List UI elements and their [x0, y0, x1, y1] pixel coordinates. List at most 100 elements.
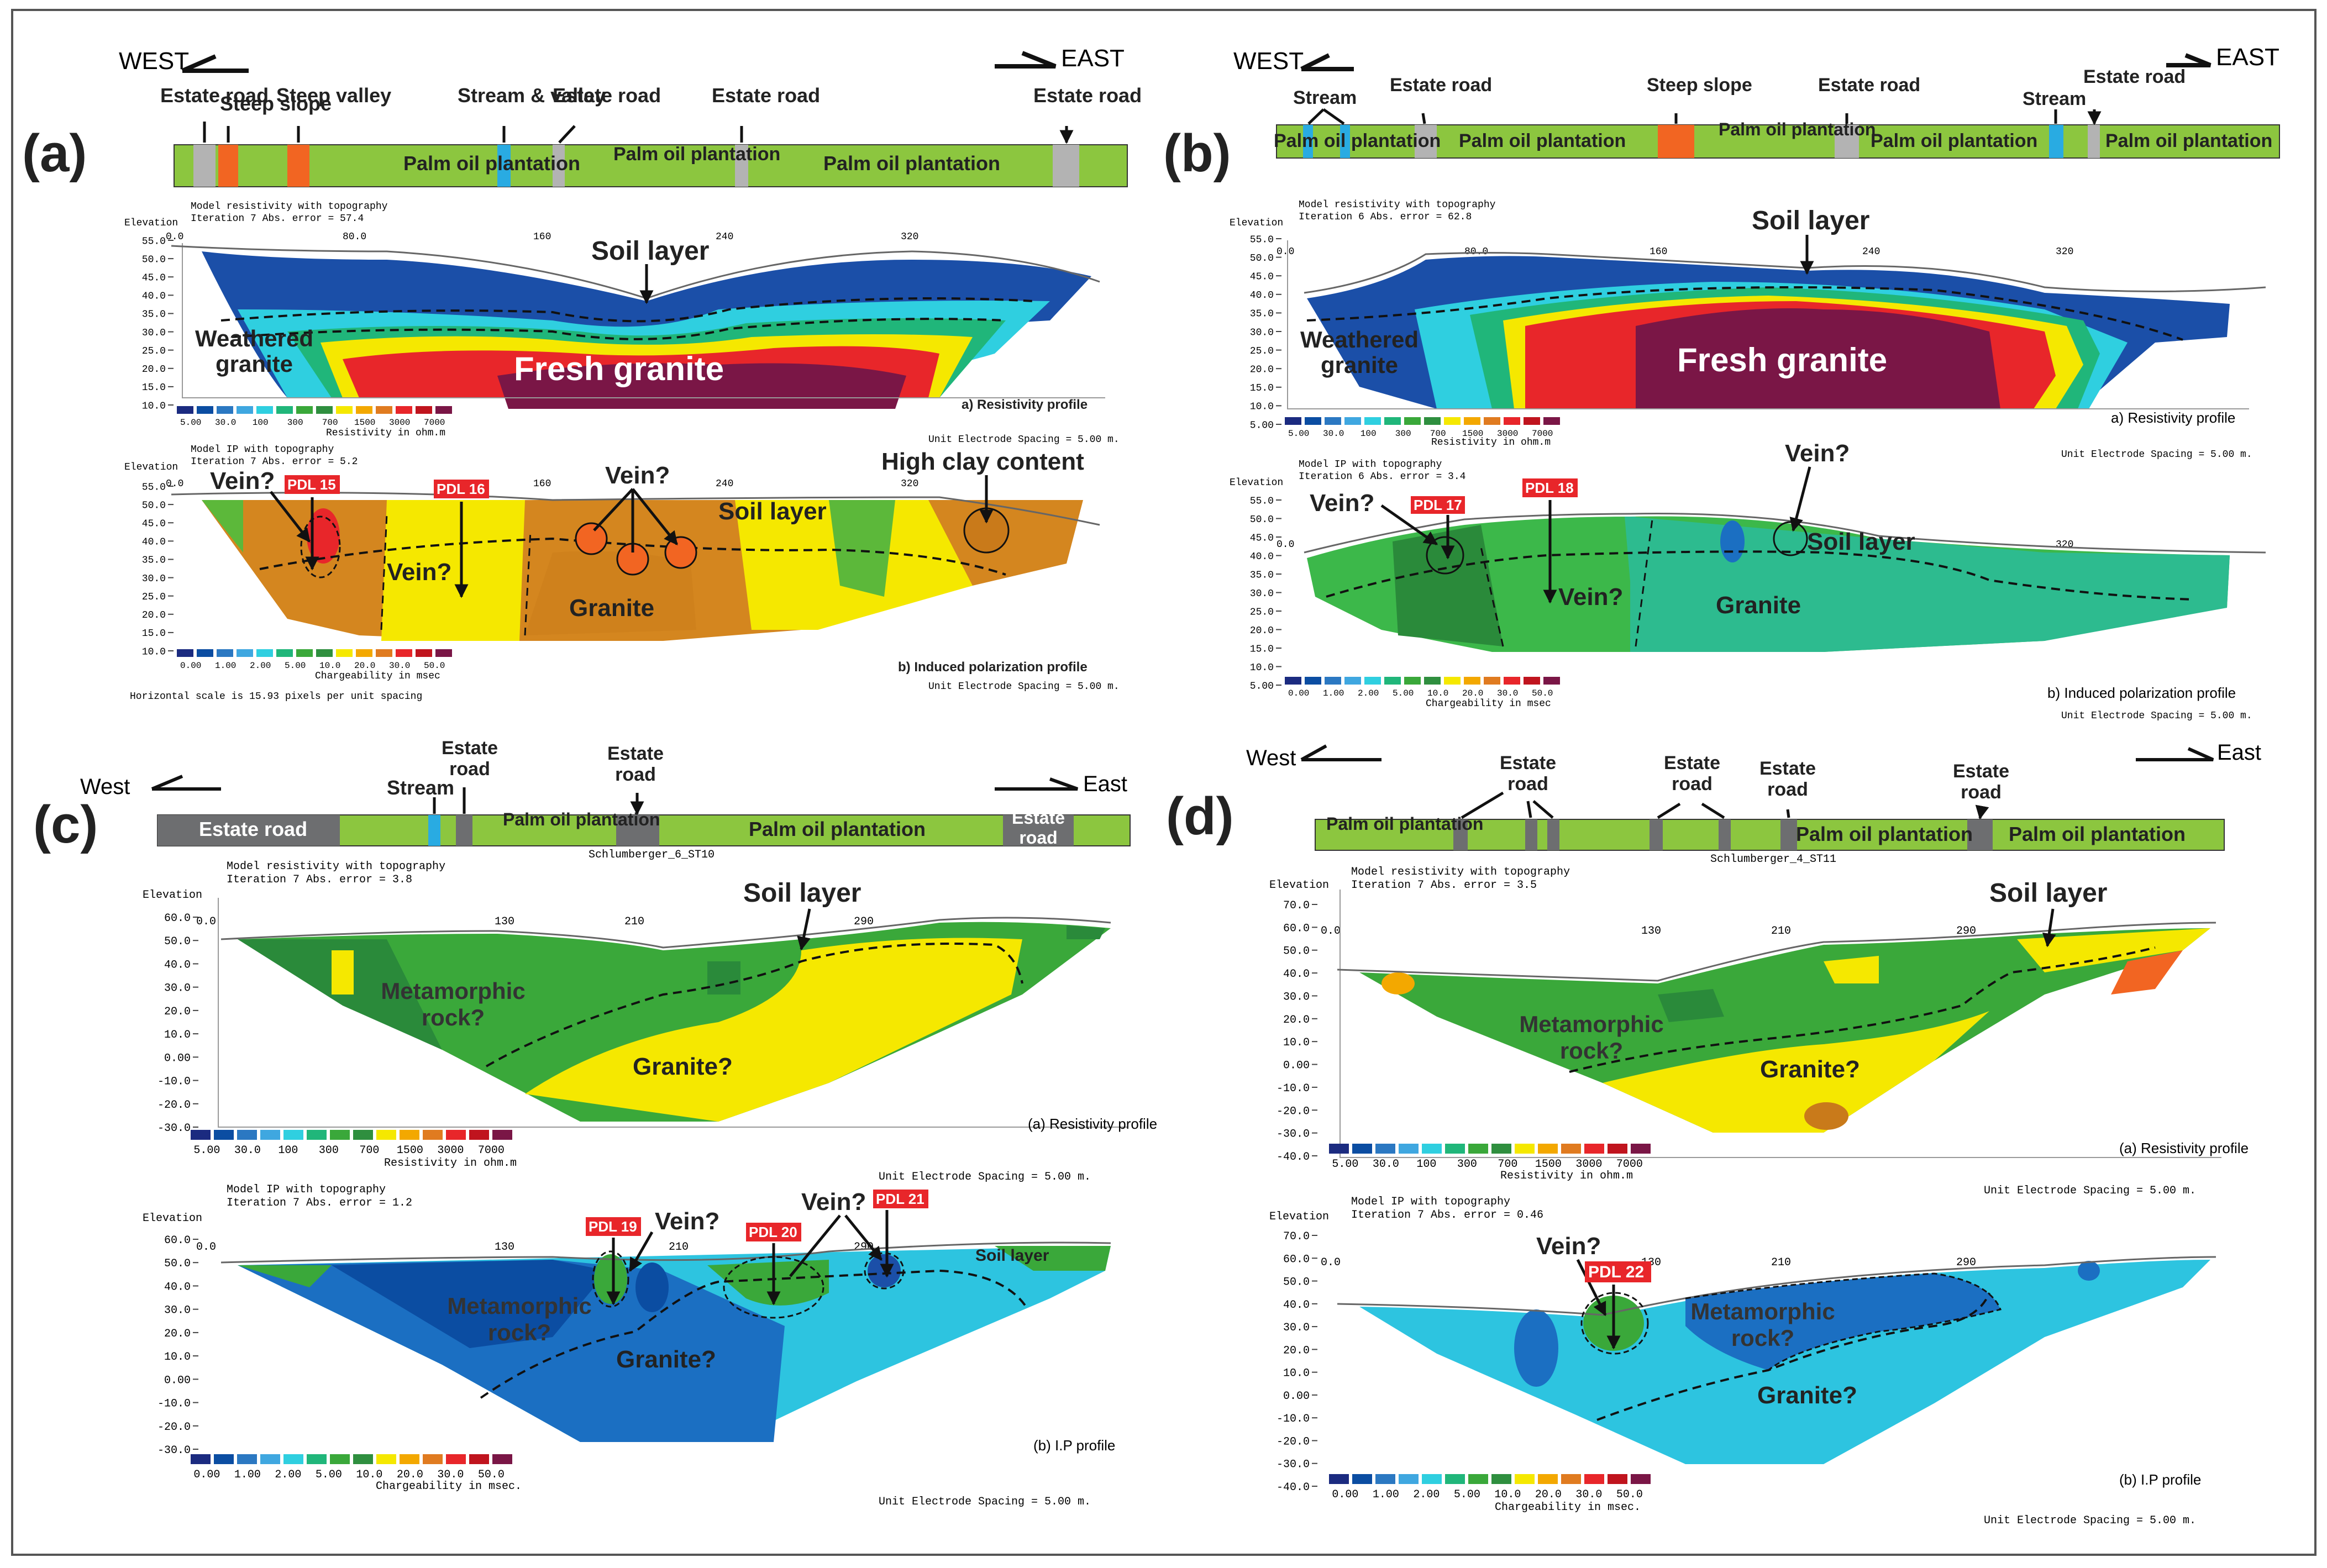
scale-swatch — [307, 1130, 327, 1140]
elev-tick: 45.0 — [1250, 533, 1274, 544]
panel-c-palm-2: Palm oil plantation — [749, 818, 926, 840]
elev-tick: -30.0 — [157, 1444, 191, 1457]
dist-tick: 290 — [854, 915, 874, 928]
scale-tick: 30.0 — [215, 418, 236, 428]
scale-swatch — [1608, 1144, 1627, 1154]
scale-swatch — [423, 1454, 443, 1464]
panel-d-east-arrow-icon — [2136, 747, 2214, 761]
panel-c-res-scale-unit: Resistivity in ohm.m — [384, 1157, 517, 1170]
panel-a-estate-road-1: Estate road — [160, 84, 269, 107]
elev-tick: 25.0 — [142, 346, 166, 357]
scale-swatch — [330, 1454, 350, 1464]
scale-swatch — [492, 1454, 512, 1464]
scale-tick: 1.00 — [234, 1469, 261, 1481]
elev-tick: 20.0 — [1283, 1014, 1310, 1027]
panel-c-west: West — [80, 775, 130, 799]
scale-swatch — [1538, 1474, 1558, 1484]
panel-b-ip-caption: b) Induced polarization profile — [2047, 685, 2236, 701]
scale-swatch — [435, 649, 452, 657]
scale-tick: 300 — [287, 418, 303, 428]
scale-tick: 0.00 — [193, 1469, 220, 1481]
elev-tick: -20.0 — [157, 1099, 191, 1112]
panel-d-letter: (d) — [1166, 787, 1234, 846]
elev-tick: 10.0 — [1283, 1036, 1310, 1049]
elev-tick: 50.0 — [142, 500, 166, 511]
panel-b-east-arrow-icon — [2166, 53, 2212, 67]
panel-c-ip-caption: (b) I.P profile — [1033, 1437, 1115, 1454]
scale-tick: 5.00 — [180, 418, 201, 428]
elev-tick: -20.0 — [1277, 1105, 1310, 1118]
panel-b-strip: Palm oil plantation Palm oil plantation … — [1274, 66, 2280, 159]
scale-tick: 700 — [1498, 1158, 1517, 1171]
panel-a-ip-vein2: Vein? — [387, 559, 451, 586]
scale-swatch — [283, 1454, 303, 1464]
elev-tick: 70.0 — [1283, 1230, 1310, 1243]
scale-swatch — [191, 1130, 211, 1140]
panel-d-res-granite: Granite? — [1760, 1056, 1860, 1083]
panel-b-res-weathered: Weathered granite — [1300, 327, 1419, 378]
panel-a-strip: Palm oil plantation Palm oil plantation … — [160, 84, 1142, 187]
panel-c-ip-pdl2: PDL 20 — [749, 1224, 797, 1240]
scale-tick: 1.00 — [1323, 688, 1344, 698]
panel-c-estate-road-2: Estate road — [442, 738, 498, 780]
panel-b-steep-slope: Steep slope — [1647, 75, 1752, 96]
scale-swatch — [376, 649, 392, 657]
panel-d-res-header2: Iteration 7 Abs. error = 3.5 — [1351, 879, 1537, 892]
panel-b-ip-vein3-arrow-icon — [1789, 466, 1811, 532]
panel-a-res-header1: Model resistivity with topography — [191, 201, 388, 212]
panel-d-estate-road-3: Estate road — [1759, 758, 1816, 800]
panel-d-ip-metamorphic: Metamorphic rock? — [1690, 1298, 1835, 1351]
panel-c-letter: (c) — [33, 795, 98, 854]
elev-tick: 60.0 — [1283, 1253, 1310, 1266]
elev-tick: 50.0 — [1250, 253, 1274, 264]
panel-b-west: WEST — [1233, 48, 1304, 75]
panel-c-res-spacing: Unit Electrode Spacing = 5.00 m. — [879, 1171, 1091, 1183]
dist-tick: 0.0 — [166, 478, 183, 490]
panel-d-ip-header1: Model IP with topography — [1351, 1196, 1510, 1208]
scale-swatch — [1491, 1474, 1511, 1484]
elev-tick: 10.0 — [1250, 662, 1274, 673]
elev-tick: 20.0 — [164, 1006, 191, 1018]
panel-c-resistivity: Model resistivity with topography Iterat… — [143, 860, 1157, 1183]
elev-tick: 0.00 — [1283, 1060, 1310, 1072]
panel-b-res-fresh: Fresh granite — [1677, 341, 1887, 378]
scale-tick: 7000 — [478, 1144, 505, 1157]
panel-c-ip-elev-title: Elevation — [143, 1212, 202, 1225]
elev-tick: 20.0 — [164, 1328, 191, 1340]
panel-b-ip-header1: Model IP with topography — [1299, 459, 1442, 470]
dist-tick: 320 — [2056, 246, 2073, 257]
scale-tick: 30.0 — [1575, 1488, 1602, 1501]
elev-tick: 50.0 — [164, 1257, 191, 1270]
scale-swatch — [376, 406, 392, 414]
elev-tick: 45.0 — [1250, 272, 1274, 283]
scale-swatch — [1404, 417, 1421, 425]
elev-tick: 40.0 — [164, 959, 191, 971]
dist-tick: 160 — [1650, 246, 1667, 257]
scale-swatch — [307, 1454, 327, 1464]
panel-a-ip-header2: Iteration 7 Abs. error = 5.2 — [191, 456, 358, 467]
panel-a-res-fresh: Fresh granite — [514, 350, 724, 387]
scale-tick: 10.0 — [356, 1469, 382, 1481]
panel-c-estate-road-1: Estate road — [199, 818, 307, 840]
scale-swatch — [197, 649, 213, 657]
scale-swatch — [237, 406, 253, 414]
elev-tick: 20.0 — [1250, 625, 1274, 636]
scale-swatch — [1422, 1474, 1442, 1484]
elev-tick: 55.0 — [142, 482, 166, 493]
panel-c-stream: Stream — [387, 776, 454, 799]
elev-tick: -30.0 — [1277, 1459, 1310, 1471]
scale-tick: 700 — [359, 1144, 379, 1157]
scale-swatch — [353, 1130, 373, 1140]
scale-swatch — [1325, 677, 1341, 685]
scale-tick: 700 — [322, 418, 338, 428]
panel-a-res-scale: 5.00 30.0 100 300 700 1500 3000 7000 — [177, 406, 452, 428]
panel-a-res-soil-label: Soil layer — [591, 236, 709, 266]
panel-c-ip-soil: Soil layer — [975, 1246, 1049, 1265]
elev-tick: 40.0 — [1250, 290, 1274, 301]
panel-b-palm-3: Palm oil plantation — [1719, 119, 1876, 139]
scale-tick: 10.0 — [319, 661, 340, 671]
scale-tick: 100 — [278, 1144, 298, 1157]
scale-tick: 1500 — [397, 1144, 423, 1157]
scale-swatch — [1364, 677, 1381, 685]
scale-swatch — [1468, 1144, 1488, 1154]
